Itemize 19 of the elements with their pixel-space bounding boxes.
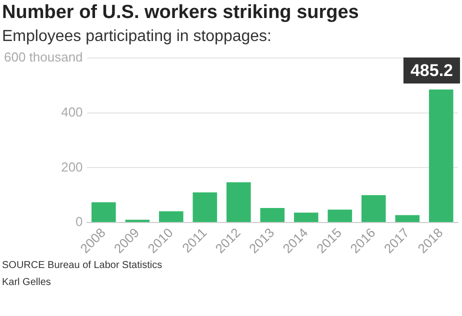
bar <box>395 215 420 222</box>
bar <box>159 211 184 222</box>
chart-subtitle: Employees participating in stoppages: <box>2 28 272 46</box>
bar <box>92 202 116 222</box>
y-tick-label: 200 <box>61 159 83 174</box>
bar <box>192 192 218 222</box>
bar <box>294 212 318 222</box>
bar <box>260 208 285 222</box>
source-note: SOURCE Bureau of Labor Statistics <box>2 260 164 271</box>
y-tick-label: 0 <box>76 214 83 230</box>
bar <box>428 89 454 222</box>
y-tick-label: 600 thousand <box>4 50 83 65</box>
bar <box>226 182 251 222</box>
text: Karl Gelles <box>2 277 52 288</box>
chart-title: Number of U.S. workers striking surges <box>2 2 360 24</box>
y-tick-label: 400 <box>61 104 83 120</box>
data-label: 485.2 <box>410 61 454 80</box>
bar <box>361 195 386 222</box>
bar <box>328 210 352 222</box>
